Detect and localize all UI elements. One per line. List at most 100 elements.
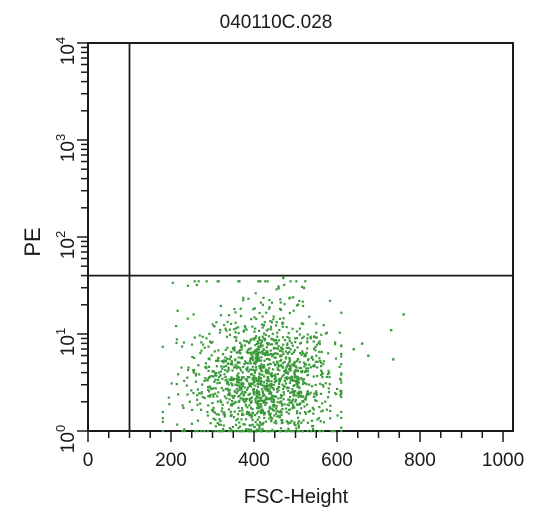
y-axis-label: PE [20,227,45,256]
data-point [239,307,242,310]
data-point [247,393,250,396]
data-point [196,403,199,406]
data-point [227,366,230,369]
data-point [267,377,270,381]
data-point [241,371,244,374]
data-point [226,380,229,384]
data-point [265,389,268,392]
data-point [249,401,252,404]
data-point [283,360,286,364]
data-point [229,414,232,418]
data-point [313,365,316,368]
data-point [203,346,206,349]
data-point [309,366,313,369]
data-point [292,394,295,397]
data-point [208,340,212,343]
data-point [274,338,278,342]
data-point [258,393,261,396]
data-point [207,365,211,368]
data-point [265,384,268,388]
data-point [224,364,228,368]
data-point [248,397,252,400]
data-point [213,411,216,414]
data-point [273,381,277,384]
data-point [233,377,236,380]
data-point [248,392,252,395]
data-point [276,331,279,334]
data-point [277,345,280,348]
data-point [274,395,277,398]
data-point [260,363,263,366]
data-point [261,326,264,329]
data-point [269,412,272,415]
data-point [229,355,233,358]
data-point [242,299,245,302]
data-point [297,392,300,396]
data-point [260,350,264,353]
data-point [302,419,305,422]
data-point [290,352,294,355]
data-point [230,322,233,325]
data-point [278,415,281,418]
data-point [298,366,301,370]
data-point [231,369,234,372]
data-points [161,276,405,433]
data-point [338,365,341,368]
data-point [245,361,248,365]
data-point [261,423,264,426]
data-point [265,382,268,385]
data-point [325,331,328,334]
data-point [204,362,208,365]
data-point [194,372,198,375]
data-point [299,403,302,406]
y-tick-label: 101 [53,328,79,356]
data-point [171,281,174,284]
data-point [236,381,240,384]
data-point [367,354,370,357]
data-point [235,383,238,386]
data-point [296,416,300,419]
data-point [253,375,256,378]
data-point [236,367,239,370]
data-point [402,313,405,316]
data-point [287,427,290,430]
data-point [275,347,278,350]
data-point [190,389,193,392]
data-point [352,348,356,351]
data-point [268,358,271,361]
data-point [296,357,299,361]
data-point [270,400,273,403]
data-point [259,365,262,368]
data-point [231,346,235,350]
data-point [211,340,214,344]
data-point [307,410,310,413]
data-point [297,395,300,399]
data-point [228,358,231,361]
data-point [218,331,222,334]
data-point [257,406,261,410]
data-point [280,421,283,425]
data-point [248,428,251,431]
data-point [245,340,248,343]
data-point [247,411,250,414]
data-point [246,379,249,383]
data-point [289,430,292,433]
data-point [273,374,277,377]
data-point [268,362,271,365]
data-point [248,347,251,351]
data-point [276,347,280,350]
data-point [161,417,164,420]
data-point [205,337,208,340]
data-point [278,328,281,332]
data-point [275,379,278,383]
data-point [327,387,330,390]
data-point [241,377,244,380]
data-point [287,408,290,411]
data-point [310,419,314,422]
data-point [234,423,238,426]
data-point [249,362,252,365]
data-point [228,398,231,401]
data-point [339,393,342,397]
data-point [197,280,200,283]
data-point [267,390,270,393]
